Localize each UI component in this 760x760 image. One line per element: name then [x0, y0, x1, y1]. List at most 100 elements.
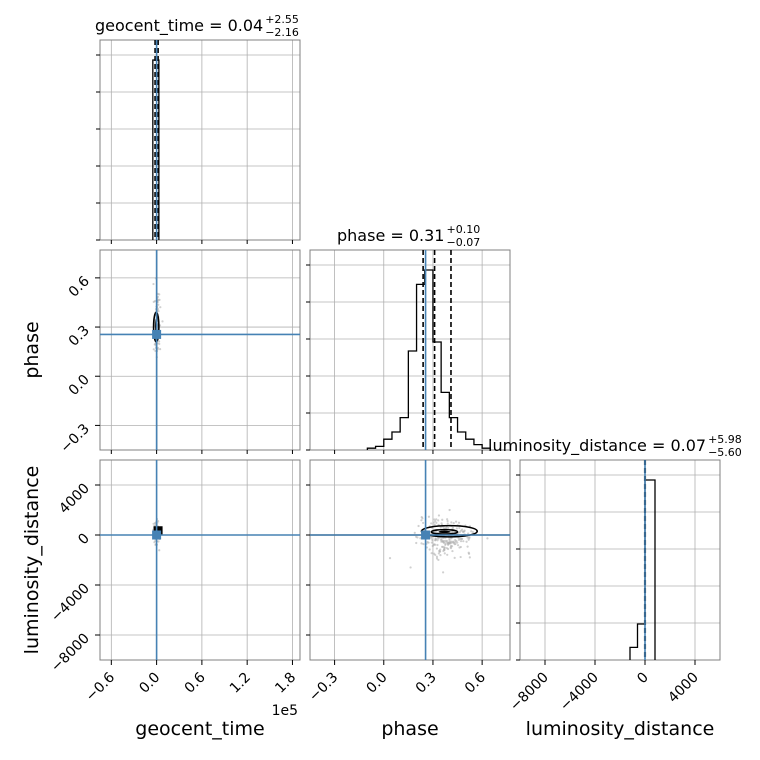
- scatter-point: [431, 544, 434, 548]
- scatter-point: [437, 537, 440, 540]
- scatter-point: [471, 531, 475, 534]
- scatter-point: [420, 515, 423, 519]
- scatter-point: [157, 540, 160, 543]
- scatter-point: [446, 541, 450, 544]
- scatter-point: [448, 508, 451, 512]
- scatter-point: [459, 555, 462, 559]
- scatter-point: [432, 521, 435, 524]
- title-luminosity_distance: luminosity_distance = 0.07: [488, 436, 706, 456]
- scatter-point: [441, 539, 444, 542]
- scatter-point: [466, 545, 469, 548]
- y-tick-label: −8000: [48, 631, 93, 676]
- panel-luminosity_distance-vs-geocent_time: [99, 459, 301, 661]
- scatter-point: [452, 522, 455, 525]
- x-axis-label-phase: phase: [381, 718, 438, 740]
- scatter-point: [388, 557, 392, 560]
- panel-phase-vs-geocent_time: [99, 249, 301, 451]
- scatter-point: [462, 530, 465, 534]
- title-phase: phase = 0.31: [337, 226, 444, 245]
- scatter-point: [434, 520, 437, 523]
- scatter-point: [434, 553, 437, 557]
- scatter-point: [440, 537, 443, 540]
- title-minus-phase: −0.07: [446, 236, 480, 249]
- scatter-point: [443, 552, 446, 555]
- scatter-point: [446, 518, 449, 521]
- title-plus-phase: +0.10: [446, 223, 480, 236]
- scatter-point: [470, 530, 473, 533]
- x-tick-label: −0.3: [306, 670, 341, 705]
- scatter-point: [417, 524, 420, 528]
- y-tick-label: 0: [75, 531, 93, 549]
- scatter-point: [454, 542, 457, 546]
- y-tick-label: 0.6: [66, 273, 93, 300]
- scatter-point: [450, 521, 453, 524]
- scatter-point: [420, 542, 423, 545]
- x-tick-label: 1.8: [272, 670, 299, 697]
- y-tick-label: 0.0: [66, 372, 93, 399]
- scatter-point: [158, 348, 162, 351]
- scatter-point: [451, 526, 455, 529]
- panel-frame: [309, 249, 511, 451]
- x-axis-label-geocent_time: geocent_time: [135, 718, 264, 740]
- y-tick-label: −4000: [48, 581, 93, 626]
- scatter-point: [467, 551, 470, 554]
- scatter-point: [435, 557, 439, 560]
- scatter-point: [468, 536, 471, 539]
- scatter-point: [448, 537, 451, 541]
- scatter-point: [439, 526, 442, 529]
- scatter-point: [435, 518, 438, 521]
- scatter-point: [459, 529, 462, 532]
- scatter-point: [457, 521, 461, 524]
- scatter-point: [437, 552, 440, 555]
- scatter-point: [422, 542, 425, 546]
- scatter-point: [449, 547, 453, 550]
- scatter-point: [458, 526, 461, 530]
- scatter-point: [428, 548, 431, 551]
- x-tick-label: −8000: [507, 670, 552, 715]
- scatter-point: [152, 282, 155, 286]
- scatter-point: [440, 522, 443, 525]
- panel-luminosity_distance-vs-luminosity_distance: [519, 459, 721, 661]
- scatter-point: [431, 538, 434, 542]
- x-tick-label: −4000: [557, 670, 602, 715]
- scatter-point: [465, 540, 468, 543]
- x-tick-label: −0.6: [83, 669, 118, 704]
- scatter-point: [450, 541, 453, 544]
- scatter-point: [158, 340, 161, 343]
- axis-offset-text: 1e5: [272, 703, 298, 719]
- scatter-point: [458, 546, 461, 549]
- scatter-point: [435, 555, 439, 558]
- scatter-point: [158, 298, 161, 301]
- contour-lumdist-phase-inner: [430, 528, 459, 535]
- scatter-point: [415, 541, 418, 545]
- x-tick-label: 4000: [665, 670, 702, 707]
- scatter-point: [427, 515, 431, 518]
- truth-marker: [152, 329, 162, 339]
- scatter-point: [436, 543, 439, 547]
- panel-phase-vs-phase: [309, 249, 511, 451]
- title-plus-luminosity_distance: +5.98: [708, 433, 742, 446]
- scatter-point: [437, 558, 440, 562]
- scatter-point: [456, 541, 459, 544]
- scatter-point: [152, 522, 155, 525]
- scatter-point: [442, 571, 445, 574]
- scatter-point: [422, 521, 425, 525]
- scatter-point: [452, 541, 455, 545]
- scatter-point: [415, 535, 418, 538]
- scatter-point: [447, 526, 450, 530]
- title-geocent_time: geocent_time = 0.04: [95, 16, 263, 36]
- scatter-point: [430, 522, 433, 525]
- scatter-point: [446, 522, 449, 525]
- panel-frame: [309, 459, 511, 661]
- scatter-point: [158, 549, 161, 552]
- scatter-point: [435, 538, 438, 541]
- scatter-point: [430, 541, 433, 544]
- y-tick-label: −0.3: [57, 421, 92, 456]
- scatter-point: [468, 556, 471, 559]
- scatter-point: [455, 527, 458, 530]
- scatter-point: [430, 537, 433, 540]
- scatter-point: [447, 543, 450, 546]
- scatter-point: [451, 549, 454, 553]
- x-tick-label: 1.2: [227, 670, 254, 697]
- scatter-point: [459, 540, 463, 543]
